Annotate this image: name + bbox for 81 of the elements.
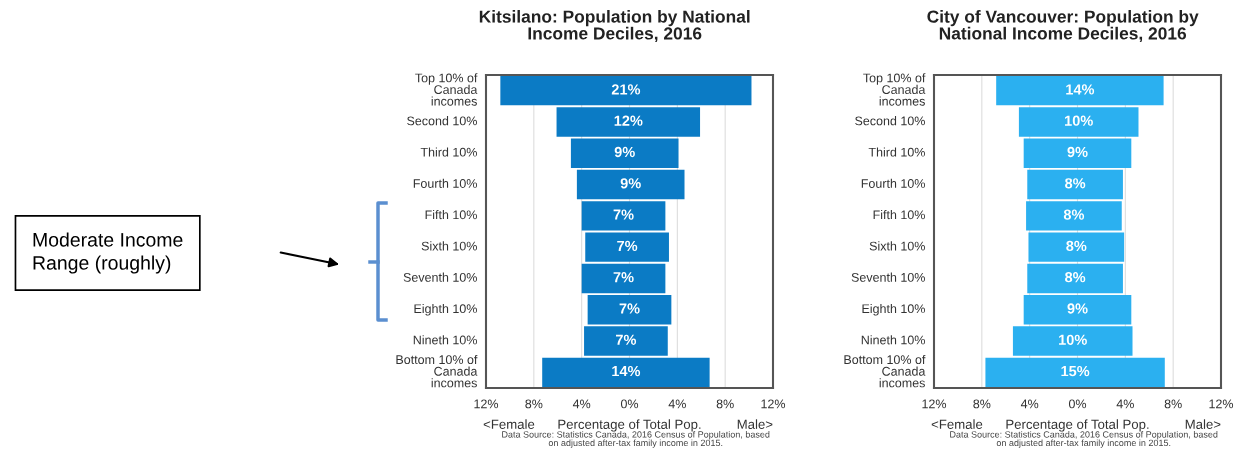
x-tick-label: 12% (1209, 399, 1234, 409)
chart-title: Kitsilano: Population by National Income Deciles, 2016 (479, 10, 750, 43)
x-tick-label: 12% (922, 399, 947, 409)
text: <Female (931, 419, 983, 429)
data-label: 7% (617, 240, 638, 252)
bar (500, 75, 752, 106)
y-tick-label: Third 10% (868, 147, 925, 157)
y-tick-label: Seventh 10% (403, 272, 477, 282)
bar (1023, 138, 1132, 168)
y-tick-label: Second 10% (407, 116, 477, 126)
data-label: 7% (613, 272, 634, 283)
y-tick-label: Fifth 10% (425, 210, 477, 220)
y-tick-label: Nineth 10% (413, 335, 477, 345)
data-label: 10% (1065, 115, 1093, 126)
data-label: 9% (620, 178, 641, 189)
x-axis-title: Percentage of Total Pop. (558, 419, 701, 432)
bar (1027, 263, 1123, 294)
data-label: 8% (1065, 272, 1086, 283)
data-label: 7% (616, 334, 637, 345)
data-label: 9% (614, 146, 635, 158)
data-label: 14% (612, 365, 641, 377)
x-tick-label: 8% (525, 399, 543, 409)
data-label: 8% (1063, 209, 1085, 220)
x-tick-label: 4% (668, 399, 686, 409)
bar (1027, 169, 1123, 200)
y-tick-label: Top 10% of Canada incomes (863, 73, 926, 106)
bar (581, 263, 666, 294)
y-tick-label: Top 10% of Canada incomes (415, 73, 478, 106)
text: Moderate Income Range (roughly) (33, 232, 183, 274)
chart-title: City of Vancouver: Population by National Income Deciles, 2016 (927, 10, 1199, 43)
bar (542, 357, 710, 388)
x-tick-label: 0% (1068, 399, 1087, 409)
bar (584, 326, 668, 356)
source-note: Data Source: Statistics Canada, 2016 Census of Population, based on adjusted after-tax family income in 2015. (950, 431, 1218, 448)
data-label: 12% (614, 115, 643, 126)
data-label: 15% (1061, 365, 1090, 377)
bar (587, 295, 672, 325)
x-tick-label: 8% (716, 399, 734, 409)
bar (985, 357, 1165, 388)
bar (1023, 295, 1132, 325)
bar (996, 75, 1164, 106)
y-tick-label: Eighth 10% (862, 303, 925, 316)
y-tick-label: Third 10% (420, 147, 477, 157)
y-tick-label: Fourth 10% (861, 178, 925, 188)
data-label: 9% (1067, 146, 1088, 158)
x-tick-label: 4% (1020, 399, 1039, 409)
x-tick-label: 12% (474, 399, 499, 409)
data-label: 7% (613, 209, 634, 220)
y-tick-label: Bottom 10% of Canada incomes (396, 354, 478, 388)
bar (556, 107, 701, 137)
x-tick-label: 0% (620, 399, 639, 409)
bar (1012, 326, 1133, 356)
y-tick-label: Second 10% (855, 116, 925, 126)
x-tick-label: 8% (1164, 399, 1182, 409)
y-tick-label: Eighth 10% (414, 303, 477, 316)
y-tick-label: Fourth 10% (413, 178, 477, 188)
source-note: Data Source: Statistics Canada, 2016 Census of Population, based on adjusted after-tax family income in 2015. (502, 431, 770, 448)
x-tick-label: 12% (761, 399, 786, 409)
bar (570, 138, 679, 168)
bar (576, 169, 685, 200)
y-tick-label: Bottom 10% of Canada incomes (844, 354, 926, 388)
bar (1018, 107, 1139, 137)
text: Male> (737, 419, 773, 429)
data-label: 9% (1067, 303, 1088, 314)
y-tick-label: Fifth 10% (873, 210, 925, 220)
data-label: 21% (611, 84, 641, 95)
y-tick-label: Sixth 10% (421, 241, 477, 251)
data-label: 14% (1066, 84, 1095, 95)
data-label: 8% (1066, 240, 1087, 252)
x-axis-title: Percentage of Total Pop. (1006, 419, 1149, 432)
x-tick-label: 8% (973, 399, 991, 409)
text: Male> (1185, 419, 1221, 429)
data-label: 10% (1059, 334, 1087, 345)
data-label: 7% (619, 303, 640, 314)
x-tick-label: 4% (572, 399, 591, 409)
y-tick-label: Sixth 10% (869, 241, 925, 251)
text: <Female (483, 419, 535, 429)
data-label: 8% (1065, 178, 1086, 189)
x-tick-label: 4% (1116, 399, 1134, 409)
y-tick-label: Seventh 10% (851, 272, 925, 282)
y-tick-label: Nineth 10% (861, 335, 925, 345)
